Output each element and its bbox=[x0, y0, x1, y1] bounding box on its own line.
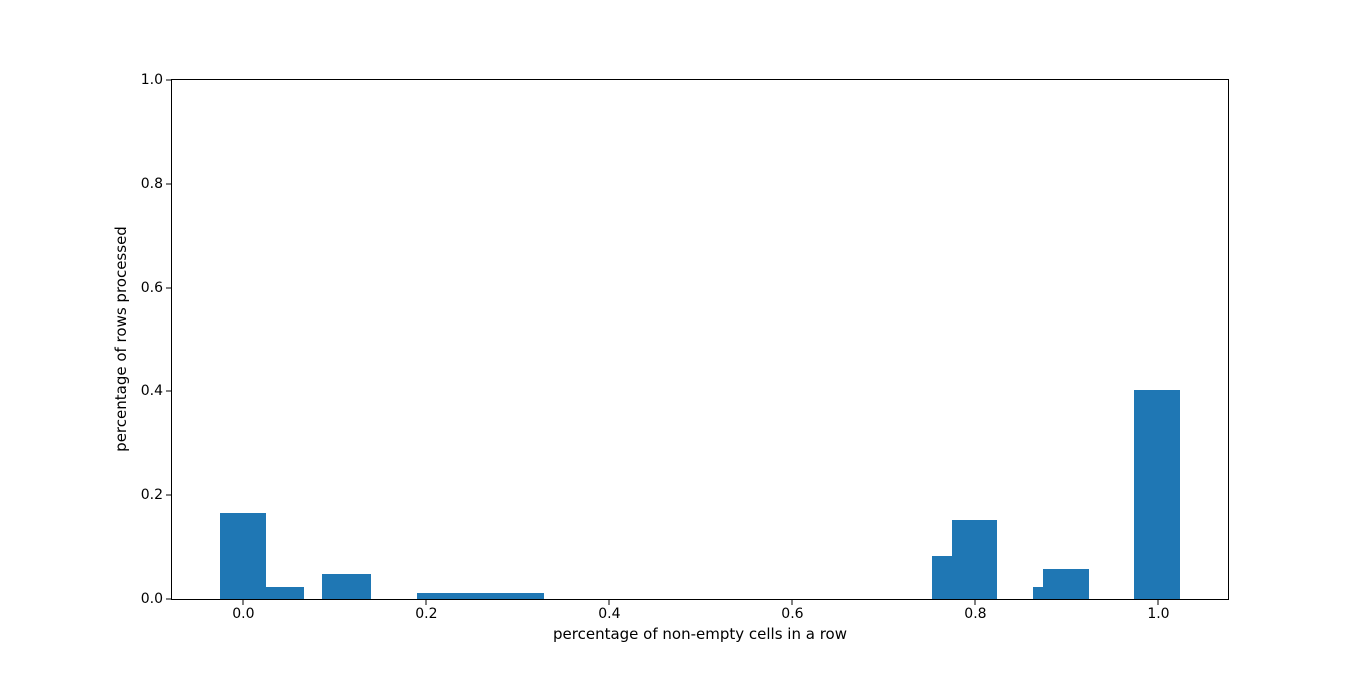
x-tick-label: 0.4 bbox=[598, 606, 621, 622]
x-tick-mark bbox=[791, 600, 793, 605]
y-tick-mark bbox=[166, 287, 171, 289]
y-tick-mark bbox=[166, 494, 171, 496]
x-axis-label: percentage of non-empty cells in a row bbox=[553, 625, 847, 643]
x-tick-label: 1.0 bbox=[1147, 606, 1170, 622]
histogram-bar bbox=[1033, 587, 1044, 599]
y-tick-label: 0.4 bbox=[140, 383, 163, 400]
x-tick-mark bbox=[974, 600, 976, 605]
y-tick-mark bbox=[166, 390, 171, 392]
histogram-bar bbox=[417, 593, 545, 599]
histogram-bar bbox=[322, 574, 371, 599]
histogram-bar bbox=[266, 586, 304, 599]
x-tick-label: 0.0 bbox=[232, 606, 255, 622]
x-tick-mark bbox=[1157, 600, 1159, 605]
y-axis-label: percentage of rows processed bbox=[112, 226, 130, 452]
y-tick-label: 0.6 bbox=[140, 279, 163, 296]
histogram-bar bbox=[931, 556, 952, 599]
histogram-bar bbox=[951, 519, 998, 599]
plot-area: 0.0 0.2 0.4 0.6 0.8 1.0 0.0 0.2 0.4 0.6 0.8 1.0 bbox=[141, 72, 1229, 622]
x-tick-label: 0.2 bbox=[415, 606, 438, 622]
x-tick-mark bbox=[608, 600, 610, 605]
x-tick-mark bbox=[425, 600, 427, 605]
y-tick-label: 0.2 bbox=[140, 487, 163, 504]
histogram-bar bbox=[219, 513, 267, 599]
y-tick-label: 0.0 bbox=[140, 591, 163, 607]
histogram-bar bbox=[1043, 568, 1089, 599]
x-tick-label: 0.8 bbox=[964, 606, 987, 622]
y-tick-label: 0.8 bbox=[140, 175, 163, 192]
y-tick-mark bbox=[166, 79, 171, 81]
y-tick-mark bbox=[166, 183, 171, 185]
y-tick-mark bbox=[166, 598, 171, 600]
x-tick-mark bbox=[242, 600, 244, 605]
x-tick-label: 0.6 bbox=[781, 606, 804, 622]
histogram-bar bbox=[1133, 390, 1181, 599]
y-tick-label: 1.0 bbox=[140, 72, 163, 88]
